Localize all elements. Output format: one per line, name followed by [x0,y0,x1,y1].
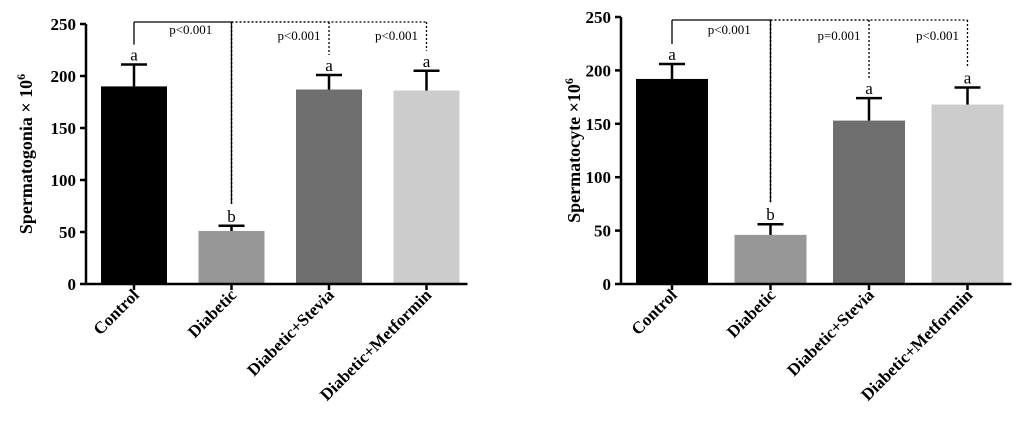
x-category-label: Diabetic+Metformin [316,285,435,404]
x-category-label: Control [628,285,681,338]
bar-diabetic-stevia [833,120,905,284]
bar-control [636,78,708,284]
significance-letter: b [227,207,236,226]
p-value-label: p<0.001 [375,28,418,43]
significance-letter: a [325,56,333,75]
significance-letter: a [423,52,431,71]
x-category-label: Diabetic [184,285,240,341]
y-tick-label: 200 [586,61,612,80]
significance-letter: a [668,45,676,64]
y-tick-label: 100 [586,168,612,187]
bar-control [101,86,167,285]
p-value-label: p<0.001 [916,28,959,43]
bar-diabetic-metformin [393,90,460,284]
y-axis-title-text: Spermatocyte ×10 [564,84,584,223]
y-axis-title: Spermatogonia × 106 [14,74,36,234]
y-tick-label: 50 [59,223,76,242]
x-category-label: Diabetic+Stevia [783,285,878,380]
bar-diabetic [198,230,265,284]
p-value-label: p<0.001 [277,28,320,43]
y-tick-label: 0 [68,275,77,294]
bar-diabetic [734,234,807,284]
y-tick-label: 0 [603,275,612,294]
significance-letter: b [766,205,775,224]
y-tick-label: 250 [586,8,612,27]
y-tick-label: 100 [51,171,77,190]
significance-letter: a [130,46,138,65]
y-tick-label: 200 [51,67,77,86]
x-category-label: Diabetic+Stevia [243,285,338,380]
significance-letter: a [865,79,873,98]
x-category-label: Diabetic [723,285,779,341]
bar-diabetic-metformin [931,104,1004,285]
y-tick-label: 250 [51,15,77,34]
bar-diabetic-stevia [296,89,362,285]
y-axis-title-superscript: 6 [14,74,28,80]
y-axis-title-superscript: 6 [562,78,576,84]
significance-letter: a [964,68,972,87]
y-axis-title: Spermatocyte ×106 [562,78,584,223]
y-tick-label: 150 [586,115,612,134]
p-value-label: p=0.001 [817,28,860,43]
y-axis-title-text: Spermatogonia × 10 [16,80,36,234]
y-tick-label: 50 [594,222,611,241]
x-category-label: Control [90,285,143,338]
x-category-label: Diabetic+Metformin [857,285,976,404]
p-value-label: p<0.001 [708,22,751,37]
y-tick-label: 150 [51,119,77,138]
p-value-label: p<0.001 [169,22,212,37]
